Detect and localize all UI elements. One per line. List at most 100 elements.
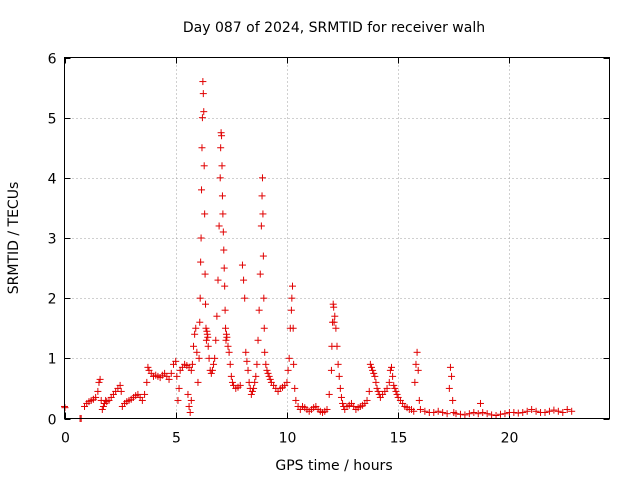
data-point: [143, 378, 151, 386]
data-point: [470, 408, 478, 416]
plot-frame: [64, 57, 610, 419]
data-point: [291, 384, 299, 392]
data-point: [212, 336, 220, 344]
data-point: [290, 360, 298, 368]
tick-layer: [64, 57, 610, 420]
data-point: [200, 162, 208, 170]
data-point: [292, 396, 300, 404]
data-point: [197, 258, 205, 266]
y-tick-label: 0: [48, 413, 57, 429]
data-point: [221, 306, 229, 314]
y-tick-label: 1: [48, 352, 57, 368]
data-point: [167, 369, 175, 377]
data-point: [439, 408, 447, 416]
data-point: [252, 372, 260, 380]
data-point: [144, 363, 152, 371]
data-point: [259, 252, 267, 260]
data-point: [430, 408, 438, 416]
data-point: [223, 333, 231, 341]
y-tick-label: 6: [48, 52, 57, 68]
data-point: [238, 261, 246, 269]
data-point: [201, 210, 209, 218]
data-point: [545, 407, 553, 415]
data-point: [434, 407, 442, 415]
data-point: [242, 348, 250, 356]
data-point: [196, 294, 204, 302]
data-point: [220, 264, 228, 272]
x-tick-label: 5: [172, 431, 181, 447]
data-point: [226, 360, 234, 368]
data-point: [532, 407, 540, 415]
data-point: [165, 375, 173, 383]
data-point: [188, 360, 196, 368]
y-tick-label: 2: [48, 292, 57, 308]
data-point: [187, 366, 195, 374]
data-point: [260, 294, 268, 302]
data-point: [492, 411, 500, 419]
data-point: [258, 174, 266, 182]
y-tick-label: 5: [48, 112, 57, 128]
data-point: [559, 408, 567, 416]
data-layer: [61, 78, 576, 422]
y-tick-label: 3: [48, 232, 57, 248]
data-point: [198, 114, 206, 122]
data-point: [210, 360, 218, 368]
data-point: [385, 378, 393, 386]
data-point: [541, 408, 549, 416]
data-point: [218, 192, 226, 200]
data-point: [175, 384, 183, 392]
data-point: [202, 324, 210, 332]
data-point: [488, 411, 496, 419]
data-point: [373, 384, 381, 392]
data-point: [330, 318, 338, 326]
data-point: [219, 228, 227, 236]
data-point: [510, 408, 518, 416]
data-point: [196, 318, 204, 326]
data-point: [256, 270, 264, 278]
data-point: [187, 396, 195, 404]
data-point: [456, 410, 464, 418]
data-point: [207, 369, 215, 377]
data-point: [412, 360, 420, 368]
data-point: [117, 387, 125, 395]
data-point: [325, 390, 333, 398]
data-point: [243, 357, 251, 365]
data-point: [476, 399, 484, 407]
data-point: [247, 390, 255, 398]
data-point: [213, 312, 221, 320]
data-point: [289, 324, 297, 332]
data-point: [261, 348, 269, 356]
data-point: [191, 330, 199, 338]
data-point: [254, 336, 262, 344]
data-point: [264, 369, 272, 377]
data-point: [497, 410, 504, 418]
data-point: [383, 384, 391, 392]
data-point: [195, 354, 203, 362]
data-point: [248, 387, 256, 395]
data-point: [94, 387, 102, 395]
data-point: [337, 393, 345, 401]
data-point: [415, 396, 423, 404]
data-point: [236, 381, 244, 389]
data-point: [184, 390, 192, 398]
data-point: [330, 303, 338, 311]
data-point: [228, 378, 236, 386]
data-point: [448, 372, 456, 380]
data-point: [335, 372, 343, 380]
data-point: [204, 342, 212, 350]
data-point: [411, 378, 419, 386]
x-tick-label: 0: [61, 431, 70, 447]
data-point: [96, 375, 104, 383]
data-point: [336, 384, 344, 392]
data-point: [202, 336, 210, 344]
y-tick-label: 4: [48, 172, 57, 188]
data-point: [414, 366, 422, 374]
data-point: [528, 405, 536, 413]
data-point: [287, 306, 295, 314]
x-axis-label: GPS time / hours: [275, 458, 392, 474]
data-point: [222, 324, 230, 332]
data-point: [284, 366, 292, 374]
data-point: [185, 402, 193, 410]
data-point: [194, 378, 202, 386]
